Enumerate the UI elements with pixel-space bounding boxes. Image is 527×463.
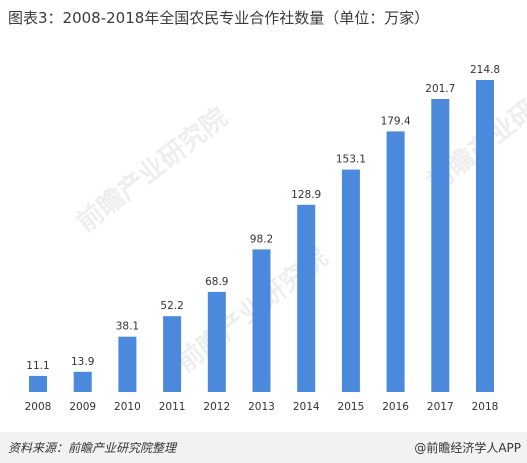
value-label-2018: 214.8 [470,64,500,76]
brand-label: @前瞻经济学人APP [414,441,521,455]
value-label-2012: 68.9 [205,276,228,288]
bar-chart: 11.1 13.9 38.1 52.2 68.9 98.2 128.9 153.1 179.4 2… [25,64,500,413]
value-label-2010: 38.1 [116,321,139,333]
value-label-2014: 128.9 [291,189,321,201]
x-tick-label-2016: 2016 [382,401,409,413]
value-label-2015: 153.1 [336,154,366,166]
bar-2015 [341,169,360,392]
x-tick-label-2018: 2018 [472,401,499,413]
x-tick-labels-group: 2008 2009 2010 2011 2012 2013 2014 2015 2016 2017… [25,401,499,413]
x-tick-label-2010: 2010 [114,401,141,413]
source-footer: 资料来源：前瞻产业研究院整理 @前瞻经济学人APP [0,432,527,463]
x-tick-label-2012: 2012 [203,401,230,413]
bar-2011 [163,316,182,392]
x-tick-label-2017: 2017 [427,401,454,413]
value-label-2017: 201.7 [425,83,455,95]
bar-2018 [476,80,494,392]
value-label-2008: 11.1 [26,360,49,372]
value-labels-group: 11.1 13.9 38.1 52.2 68.9 98.2 128.9 153.1 179.4 2… [26,64,500,372]
value-label-2016: 179.4 [381,115,411,127]
bar-2008 [29,375,47,392]
x-tick-label-2015: 2015 [338,401,365,413]
value-label-2009: 13.9 [71,356,94,368]
chart-title: 图表3：2008-2018年全国农民专业合作社数量（单位：万家） [8,9,430,27]
bar-2017 [431,99,450,392]
bar-2014 [297,204,316,392]
bar-2013 [252,249,271,392]
value-label-2011: 52.2 [160,300,183,312]
x-tick-label-2014: 2014 [293,401,320,413]
bar-2012 [207,291,226,392]
bars-group [29,80,494,392]
source-text: 资料来源：前瞻产业研究院整理 [8,441,177,455]
x-tick-label-2008: 2008 [25,401,52,413]
x-tick-label-2013: 2013 [248,401,275,413]
bar-2010 [118,336,137,392]
value-label-2013: 98.2 [250,233,273,245]
bar-2009 [73,371,92,392]
x-tick-label-2011: 2011 [159,401,186,413]
bar-2016 [386,131,405,392]
x-tick-label-2009: 2009 [69,401,96,413]
